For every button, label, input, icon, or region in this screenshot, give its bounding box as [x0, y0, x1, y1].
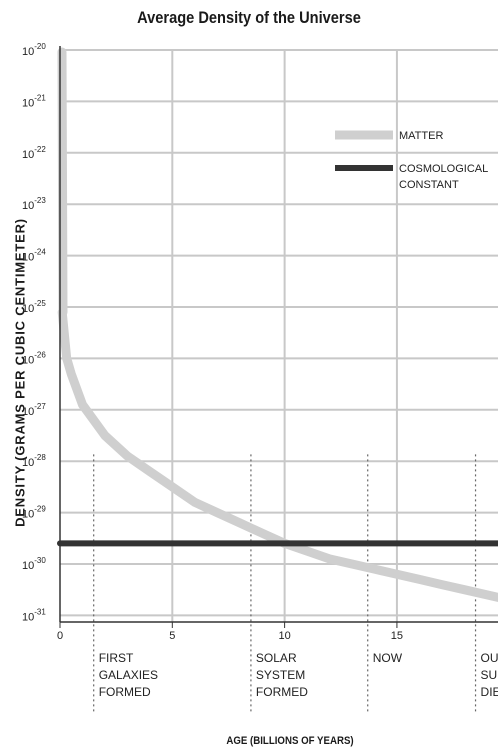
event-label: SOLAR SYSTEM FORMED	[256, 651, 308, 699]
y-tick-label: 10-24	[22, 248, 46, 264]
legend: MATTER COSMOLOGICAL CONSTANT	[335, 130, 488, 191]
y-tick-label: 10-22	[22, 145, 46, 161]
event-annotations: FIRST GALAXIES FORMED SOLAR SYSTEM FORMED NOW O…	[93, 454, 498, 712]
y-tick-label: 10-31	[22, 607, 46, 623]
y-tick-label: 10-26	[22, 350, 46, 366]
matter-line	[57, 47, 498, 602]
y-tick-label: 10-29	[22, 505, 46, 521]
legend-swatch	[335, 165, 393, 171]
tick-labels: 10-20 10-21 10-22 10-23 10-24 10-25 10-26 10-27…	[22, 42, 403, 642]
x-tick-label: 10	[278, 630, 290, 642]
event-label: NOW	[373, 651, 403, 665]
legend-label: COSMOLOGICAL CONSTANT	[399, 163, 488, 191]
series-lines	[57, 47, 498, 602]
x-tick-label: 0	[57, 630, 63, 642]
y-tick-label: 10-21	[22, 93, 46, 109]
y-tick-label: 10-20	[22, 42, 46, 58]
y-tick-label: 10-30	[22, 556, 46, 572]
chart-title: Average Density of the Universe	[137, 8, 361, 27]
legend-swatch	[335, 130, 393, 140]
x-tick-label: 5	[169, 630, 175, 642]
y-tick-label: 10-23	[22, 196, 46, 212]
y-tick-label: 10-25	[22, 299, 46, 315]
y-tick-label: 10-27	[22, 402, 46, 418]
axes	[59, 46, 498, 628]
y-tick-label: 10-28	[22, 453, 46, 469]
x-tick-label: 15	[391, 630, 403, 642]
event-label: FIRST GALAXIES FORMED	[99, 651, 158, 699]
x-axis-label: AGE (BILLIONS OF YEARS)	[226, 735, 354, 747]
grid-lines	[60, 49, 498, 622]
legend-label: MATTER	[399, 130, 443, 142]
event-label: OURSUNDIES	[481, 651, 498, 699]
